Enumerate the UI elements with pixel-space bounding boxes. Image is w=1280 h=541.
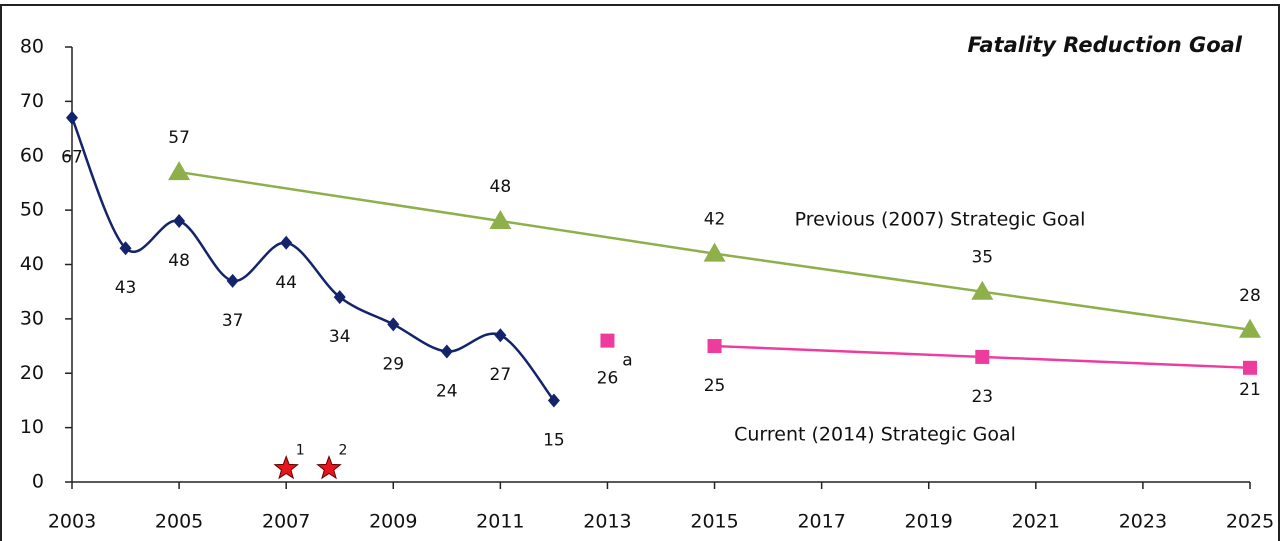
data-label: 21 xyxy=(1239,380,1261,400)
y-tick-label: 70 xyxy=(20,90,44,112)
data-label: 35 xyxy=(971,248,993,268)
x-tick-label: 2005 xyxy=(155,511,203,533)
marker xyxy=(280,235,293,250)
data-label: 34 xyxy=(329,327,351,347)
star-label: 2 xyxy=(339,442,348,458)
data-label: 48 xyxy=(490,177,512,197)
data-label: 48 xyxy=(168,251,190,271)
x-tick-label: 2021 xyxy=(1012,511,1060,533)
y-tick-label: 20 xyxy=(20,362,44,384)
data-label: 44 xyxy=(275,273,297,293)
y-tick-label: 0 xyxy=(32,471,44,493)
marker xyxy=(387,317,400,332)
marker xyxy=(168,161,191,181)
data-label: 37 xyxy=(222,311,244,331)
chart-title: Fatality Reduction Goal xyxy=(967,33,1242,57)
data-label: 67 xyxy=(61,148,83,168)
data-label: 43 xyxy=(115,278,137,298)
data-label: 42 xyxy=(704,210,726,230)
marker xyxy=(975,349,990,364)
data-label: 15 xyxy=(543,430,565,450)
marker xyxy=(333,290,346,305)
x-tick-label: 2013 xyxy=(583,511,631,533)
marker xyxy=(440,344,453,359)
star xyxy=(316,454,342,480)
x-tick-label: 2019 xyxy=(905,511,953,533)
data-label: 27 xyxy=(490,365,512,385)
marker xyxy=(1243,360,1257,375)
marker xyxy=(971,280,994,300)
x-tick-label: 2003 xyxy=(48,511,96,533)
data-label: 26 xyxy=(597,369,619,389)
y-tick-label: 10 xyxy=(20,416,44,438)
series-name: Current (2014) Strategic Goal xyxy=(734,424,1016,446)
marker xyxy=(119,241,132,256)
marker xyxy=(66,110,78,125)
marker xyxy=(494,328,507,343)
marker xyxy=(707,339,722,354)
data-label: 25 xyxy=(704,376,726,396)
x-tick-label: 2011 xyxy=(476,511,524,533)
series-line xyxy=(70,117,555,402)
marker xyxy=(489,210,512,229)
star xyxy=(273,454,299,480)
y-tick-label: 50 xyxy=(20,199,44,221)
y-tick-label: 40 xyxy=(20,253,44,275)
marker xyxy=(226,273,239,288)
y-tick-label: 80 xyxy=(20,36,44,58)
marker xyxy=(703,242,726,262)
x-tick-label: 2025 xyxy=(1226,511,1274,533)
marker xyxy=(1239,318,1261,338)
x-tick-label: 2017 xyxy=(797,511,845,533)
x-tick-label: 2009 xyxy=(369,511,417,533)
data-label: 24 xyxy=(436,382,458,402)
y-tick-label: 30 xyxy=(20,307,44,329)
data-label: 57 xyxy=(168,128,190,148)
data-label: 28 xyxy=(1239,286,1261,306)
x-tick-label: 2023 xyxy=(1119,511,1167,533)
y-tick-label: 60 xyxy=(20,144,44,166)
data-label: 29 xyxy=(382,354,404,374)
marker xyxy=(173,214,186,228)
marker xyxy=(547,393,560,408)
star-label: 1 xyxy=(296,442,305,458)
series-name: Previous (2007) Strategic Goal xyxy=(795,209,1086,231)
x-tick-label: 2007 xyxy=(262,511,310,533)
note: a xyxy=(622,351,632,371)
frame xyxy=(0,4,1280,541)
x-tick-label: 2015 xyxy=(690,511,738,533)
data-label: 23 xyxy=(971,387,993,407)
marker xyxy=(600,333,615,348)
